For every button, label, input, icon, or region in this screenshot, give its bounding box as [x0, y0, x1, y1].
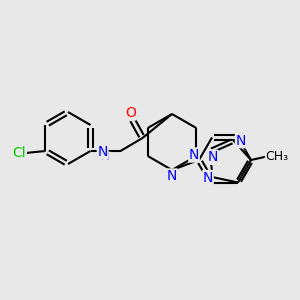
Text: H: H — [101, 152, 110, 162]
Text: CH₃: CH₃ — [266, 149, 289, 163]
Text: N: N — [236, 134, 246, 148]
Text: N: N — [208, 150, 218, 164]
Text: O: O — [125, 106, 136, 120]
Text: Cl: Cl — [13, 146, 26, 160]
Text: N: N — [167, 169, 177, 183]
Text: N: N — [203, 170, 213, 184]
Text: N: N — [97, 145, 108, 159]
Text: N: N — [189, 148, 199, 162]
